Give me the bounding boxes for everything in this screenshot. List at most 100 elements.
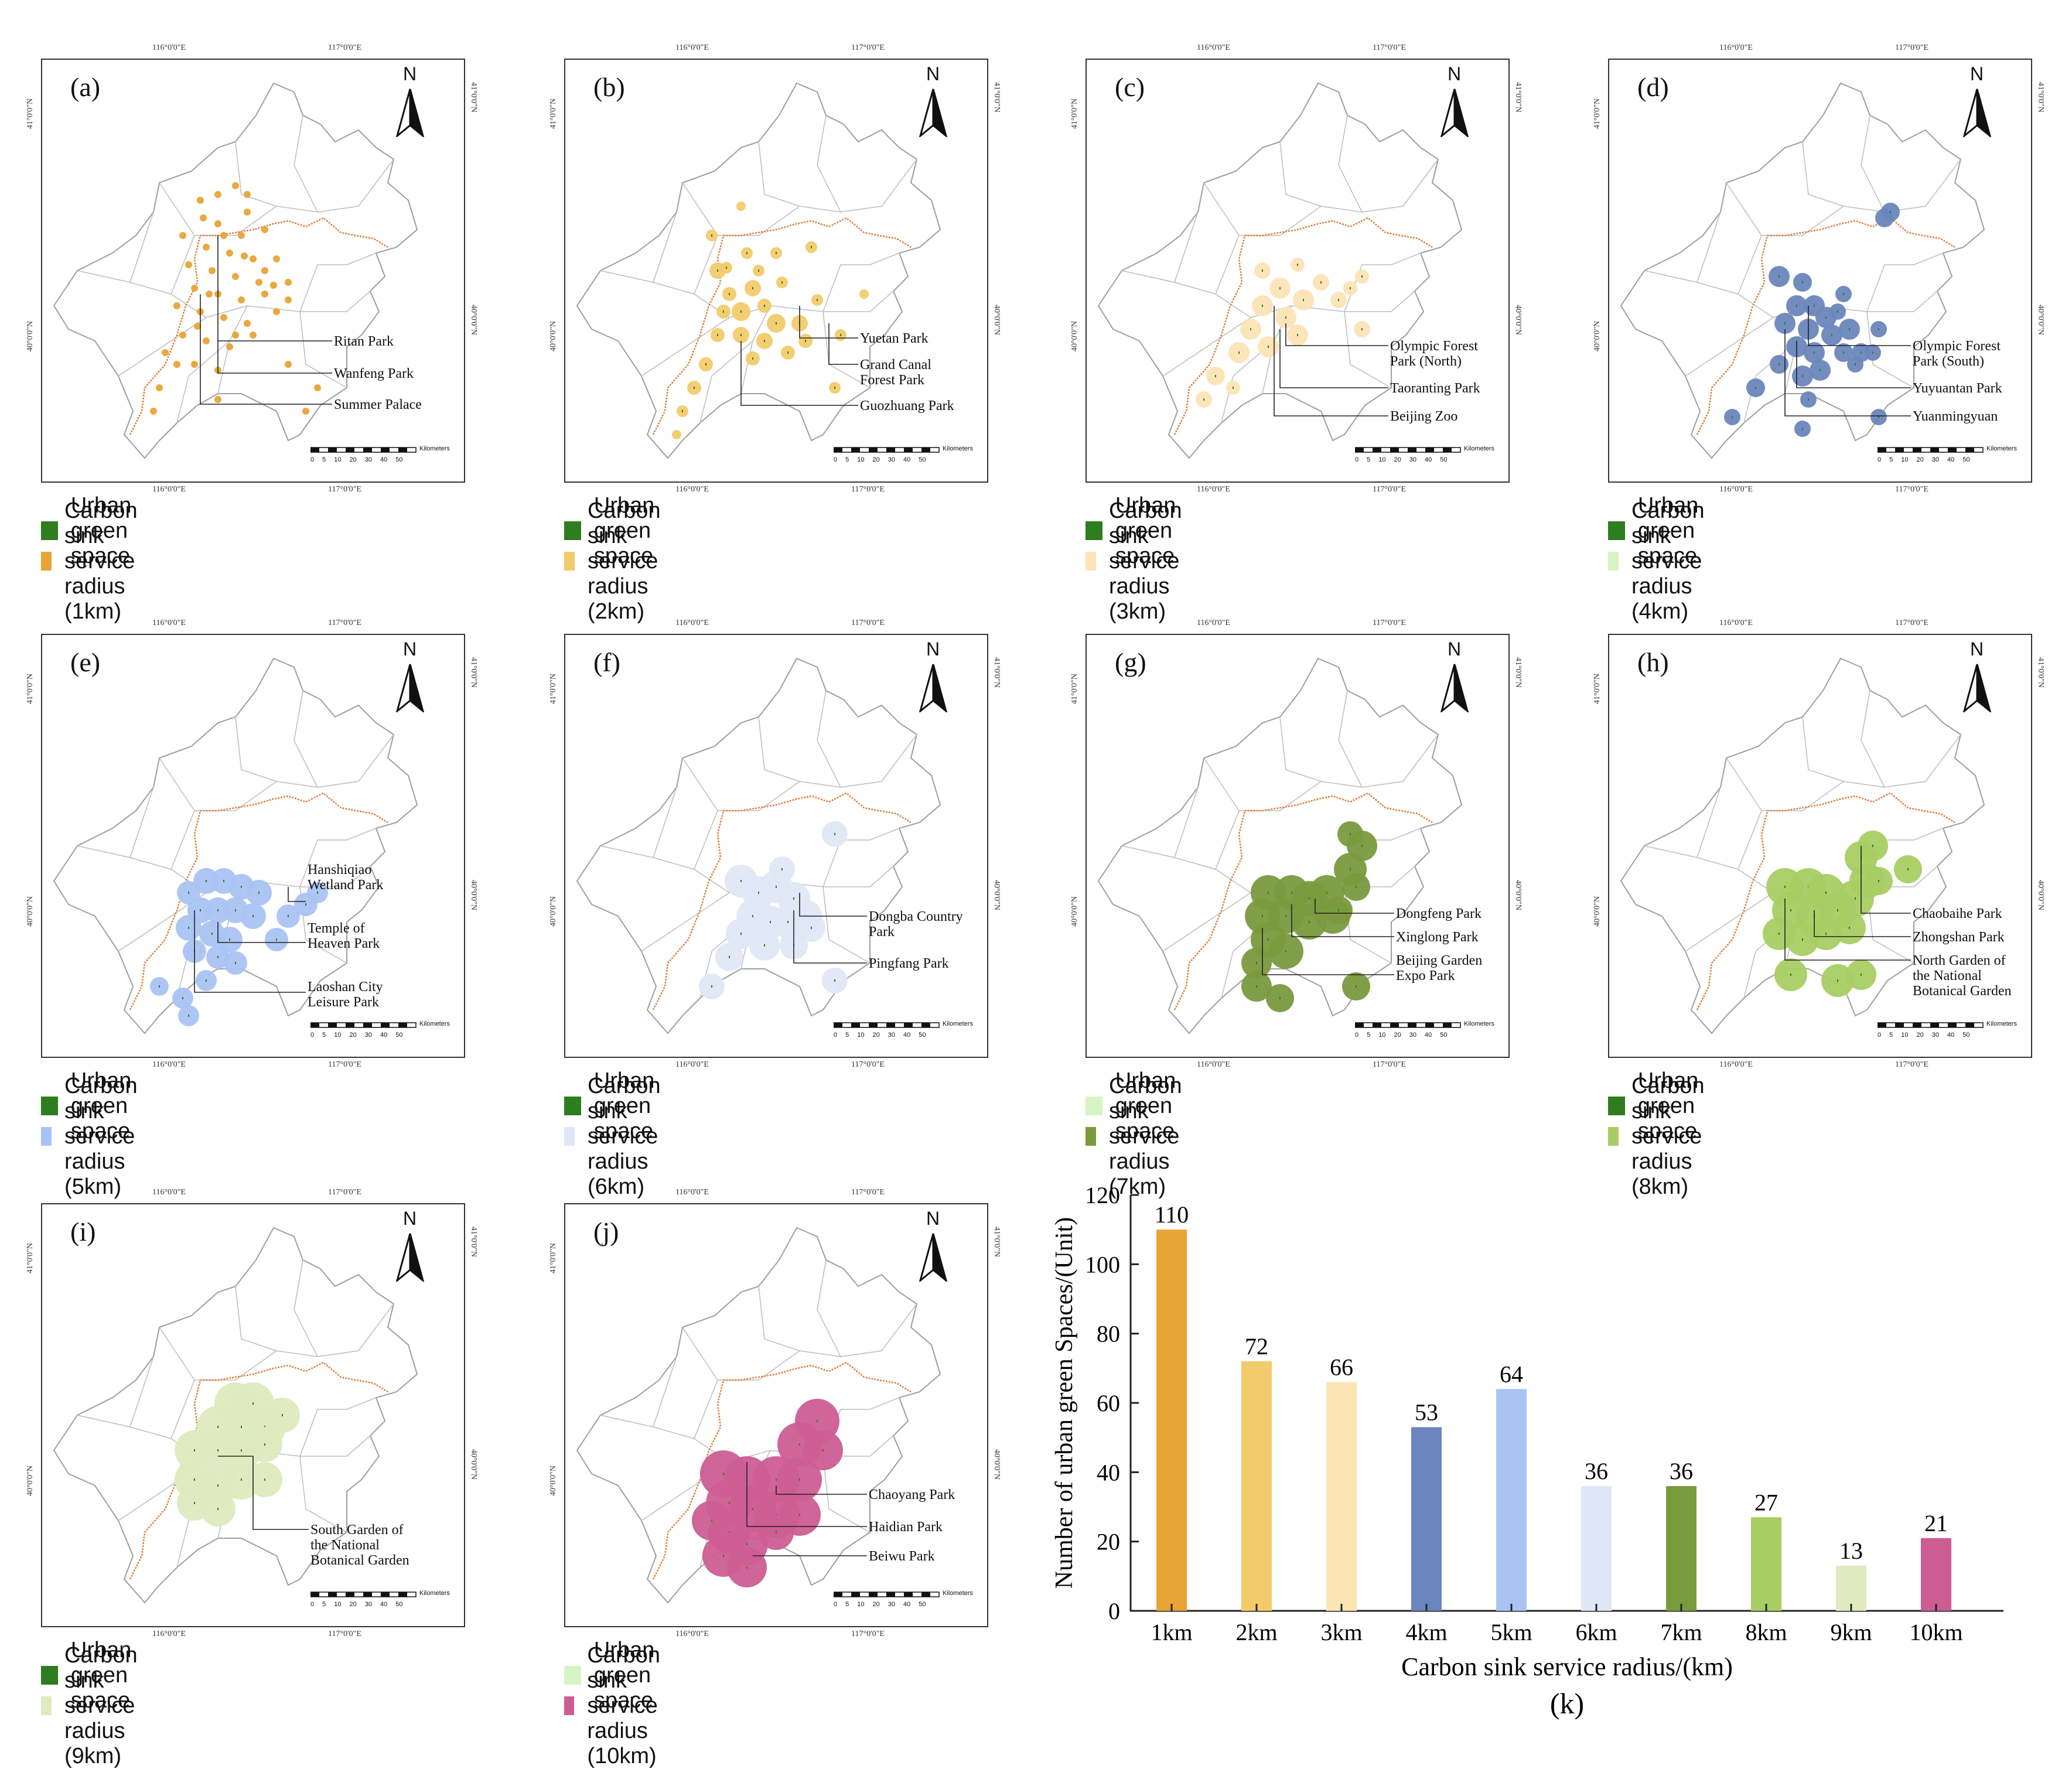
service-radius-area (191, 285, 198, 292)
green-space-mark (1907, 868, 1909, 870)
green-space-mark (1262, 269, 1263, 272)
x-tick-label: 1km (1151, 1619, 1192, 1645)
green-space-mark (1831, 334, 1832, 336)
district-boundary (293, 1259, 318, 1357)
beijing-boundary (53, 657, 418, 1034)
lat-label-left-mid: 40°0'0"N (26, 321, 35, 351)
label-leader-line (1796, 341, 1911, 388)
service-radius-area (285, 361, 292, 368)
north-arrow-icon: N (1437, 638, 1472, 714)
green-space-mark (822, 1449, 824, 1452)
park-label-line: Dongba Country (869, 909, 963, 924)
service-radius-area (226, 250, 233, 257)
bar-value-label: 66 (1330, 1354, 1353, 1381)
service-radius-area (250, 255, 257, 262)
service-radius-area (226, 343, 233, 350)
legend-row-green-space: Urban green space (41, 1068, 162, 1143)
legend-green-label: Urban green space (70, 1637, 132, 1713)
beijing-map (1620, 657, 1985, 1034)
green-space-mark (781, 868, 783, 870)
district-boundary (293, 115, 318, 213)
bar-value-label: 64 (1500, 1361, 1523, 1387)
lat-label-right-top: 41°0'0"N (469, 82, 478, 112)
legend-swatch-radius (564, 1696, 575, 1715)
map-frame (564, 1203, 988, 1627)
park-label-line: Yuanmingyuan (1913, 409, 1998, 424)
green-space-mark (200, 909, 201, 911)
green-space-mark (1256, 962, 1257, 964)
lat-label-right-mid: 40°0'0"N (469, 1449, 478, 1480)
legend-row-green-space: Urban green space (1086, 493, 1207, 568)
green-space-mark (787, 351, 788, 354)
green-space-mark (258, 892, 260, 894)
green-space-mark (776, 1478, 777, 1481)
legend-row-green-space: Urban green space (1608, 1068, 1729, 1143)
legend-radius-label: Carbon sink service radius (5km) (64, 1073, 138, 1199)
green-space-mark (1262, 915, 1263, 917)
service-radius-area (238, 296, 245, 303)
map-frame (41, 1203, 465, 1627)
legend-swatch-green (41, 1097, 58, 1115)
lat-label-right-top: 41°0'0"N (992, 82, 1001, 112)
service-radius-area (220, 232, 227, 239)
green-space-mark (1279, 287, 1281, 289)
scale-unit: Kilometers (943, 1590, 973, 1597)
plain-boundary-line (1173, 792, 1433, 1010)
green-space-mark (1350, 287, 1351, 289)
park-label-line: Chaoyang Park (869, 1487, 955, 1502)
district-boundary (653, 211, 677, 283)
scale-unit: Kilometers (943, 445, 973, 452)
park-label-line: Laoshan City (308, 979, 383, 995)
scale-bar: 0 5 10 20 30 40 50 (1354, 1022, 1501, 1039)
label-leader-line (194, 910, 306, 993)
park-label-line: Olympic Forest (1390, 339, 1478, 354)
district-boundary (699, 340, 753, 424)
lat-label-right-mid: 40°0'0"N (469, 305, 478, 335)
district-boundary (1738, 810, 1762, 870)
map-frame (564, 634, 988, 1058)
lon-label-top-left: 116°0'0"E (152, 1188, 186, 1197)
green-space-mark (776, 322, 777, 325)
service-radius-area (241, 252, 248, 259)
park-label: Laoshan City Leisure Park (308, 979, 383, 1010)
park-label: Olympic Forest Park (South) (1913, 339, 2001, 369)
legend-swatch-green (41, 1666, 58, 1685)
park-label: Olympic Forest Park (North) (1390, 339, 1478, 369)
legend-radius-label: Carbon sink service radius (8km) (1631, 1073, 1705, 1199)
green-space-mark (1843, 351, 1844, 354)
district-boundary (822, 1456, 871, 1533)
district-boundary (77, 270, 207, 318)
bar-value-label: 36 (1585, 1458, 1608, 1484)
district-boundary (1866, 311, 1914, 388)
green-space-mark (1285, 316, 1286, 319)
green-space-mark (817, 1420, 818, 1422)
lat-label-right-top: 41°0'0"N (992, 1227, 1001, 1257)
district-boundary (694, 810, 718, 870)
label-leader-line (200, 294, 332, 405)
label-leader-line (1861, 846, 1911, 914)
bar-chart-k: 0 20 40 60 80 100 120 110 1km 72 2km 66 3km 53 4km 64 5k… (1031, 1177, 2027, 1728)
lon-label-bottom-right: 117°0'0"E (1895, 485, 1928, 494)
service-radius-area (156, 384, 163, 391)
plain-boundary-line (1696, 792, 1955, 1010)
bar-value-label: 72 (1245, 1333, 1268, 1360)
label-leader-line (1279, 329, 1388, 388)
district-boundary (1644, 845, 1774, 893)
district-boundary (1696, 211, 1721, 283)
map-legend: Urban green space Carbon sink service rad… (1608, 1068, 1729, 1199)
label-leader-line (1784, 899, 1911, 961)
green-space-mark (241, 886, 242, 888)
plain-boundary-line (652, 792, 912, 1010)
legend-row-green-space: Urban green space (564, 493, 685, 568)
lon-label-bottom-left: 116°0'0"E (152, 1060, 186, 1069)
green-space-mark (217, 956, 219, 958)
lat-label-left-mid: 40°0'0"N (1070, 321, 1079, 351)
north-label: N (1970, 638, 1984, 660)
district-boundary (1644, 270, 1774, 318)
service-radius-area (672, 430, 681, 439)
panel-letter-k: (k) (1550, 1687, 1584, 1720)
north-label: N (926, 1208, 940, 1229)
lat-label-right-top: 41°0'0"N (1514, 657, 1523, 688)
bar-chart-svg: 0 20 40 60 80 100 120 110 1km 72 2km 66 3km 53 4km 64 5k… (1051, 1182, 2003, 1720)
green-space-mark (799, 1514, 800, 1516)
